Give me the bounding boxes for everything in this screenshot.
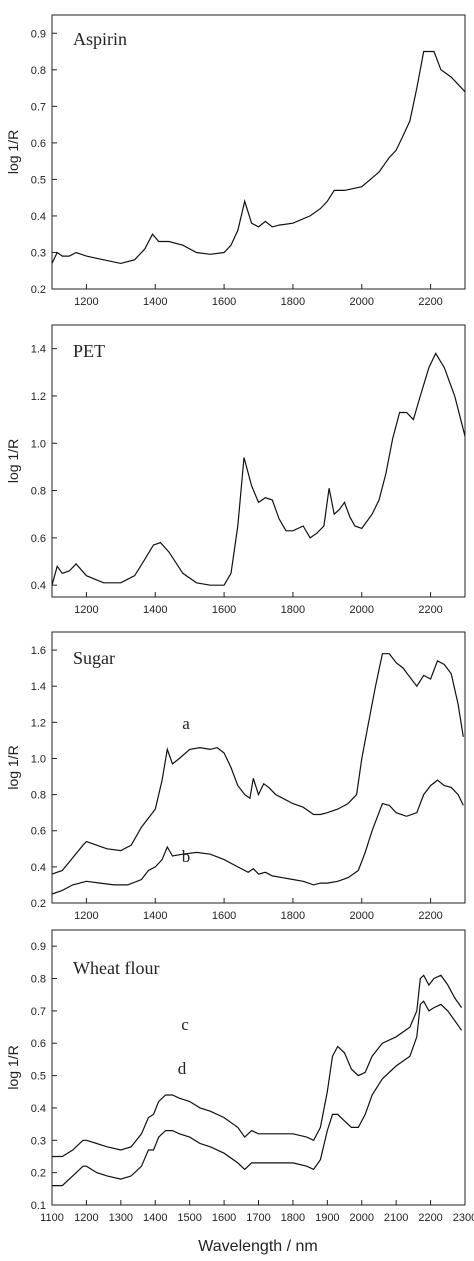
plot-frame: [51, 631, 466, 904]
y-tick-label: 0.6: [31, 533, 46, 545]
chart-panel-2: 0.4 0.6 0.8 1.0 1.2 1.4 1200 1400 1600 1800 2000 22…: [5, 324, 466, 616]
x-tick-label: 1600: [212, 1212, 236, 1224]
y-tick-label: 0.5: [31, 1071, 46, 1083]
series-line-d: [52, 1000, 463, 1187]
x-tick-label: 1400: [143, 296, 167, 308]
x-tick-label: 2000: [350, 910, 374, 922]
series-line-p2: [51, 352, 466, 586]
panel-title: Aspirin: [73, 29, 127, 49]
x-tick-label: 2200: [418, 1212, 442, 1224]
y-tick-label: 0.4: [31, 1103, 46, 1115]
y-tick-label: 0.3: [31, 247, 46, 259]
y-tick-label: 0.1: [31, 1200, 46, 1212]
x-tick-label: 1300: [109, 1212, 133, 1224]
y-tick-label: 0.4: [31, 211, 46, 223]
y-tick-label: 0.2: [31, 284, 46, 296]
x-tick-label: 1600: [212, 910, 236, 922]
y-axis-label: log 1/R: [5, 130, 21, 174]
curve-label-b: b: [182, 847, 191, 866]
y-tick-label: 0.4: [31, 580, 46, 592]
y-tick-label: 1.0: [31, 438, 46, 450]
y-axis-label: log 1/R: [5, 745, 21, 789]
curve-label-d: d: [178, 1059, 187, 1078]
x-tick-label: 1800: [281, 604, 305, 616]
x-tick-label: 1500: [177, 1212, 201, 1224]
y-tick-label: 0.9: [31, 941, 46, 953]
curve-label-c: c: [181, 1015, 189, 1034]
x-tick-label: 1200: [74, 296, 98, 308]
x-tick-label: 2300: [453, 1212, 474, 1224]
y-tick-label: 1.6: [31, 645, 46, 657]
x-axis-label: Wavelength / nm: [198, 1238, 317, 1255]
series-line-a: [51, 653, 464, 875]
y-tick-label: 0.6: [31, 1038, 46, 1050]
y-axis-label: log 1/R: [5, 1045, 21, 1089]
y-tick-label: 1.0: [31, 753, 46, 765]
y-tick-label: 0.7: [31, 1006, 46, 1018]
y-tick-label: 0.2: [31, 1168, 46, 1180]
x-tick-label: 1200: [74, 1212, 98, 1224]
y-tick-label: 0.8: [31, 65, 46, 77]
x-tick-label: 2000: [350, 296, 374, 308]
x-tick-label: 2000: [350, 1212, 374, 1224]
series-line-b: [51, 779, 464, 895]
y-tick-label: 1.4: [31, 344, 46, 356]
chart-panel-1: 0.2 0.3 0.4 0.5 0.6 0.7 0.8 0.9 1200 1400 1600 1800…: [5, 14, 466, 308]
y-tick-label: 1.2: [31, 391, 46, 403]
x-tick-label: 1200: [74, 910, 98, 922]
y-tick-label: 0.4: [31, 862, 46, 874]
x-tick-label: 1900: [315, 1212, 339, 1224]
panel-title: PET: [73, 341, 105, 361]
y-tick-label: 0.5: [31, 174, 46, 186]
curve-label-a: a: [182, 714, 190, 733]
x-tick-label: 1800: [281, 296, 305, 308]
y-tick-label: 0.8: [31, 974, 46, 986]
y-tick-label: 0.8: [31, 790, 46, 802]
y-tick-label: 0.8: [31, 486, 46, 498]
x-tick-label: 1200: [74, 604, 98, 616]
x-tick-label: 2100: [384, 1212, 408, 1224]
plot-frame: [51, 14, 466, 290]
x-tick-label: 1400: [143, 604, 167, 616]
y-tick-label: 0.9: [31, 28, 46, 40]
x-tick-label: 1800: [281, 910, 305, 922]
y-tick-label: 0.2: [31, 898, 46, 910]
y-tick-label: 1.4: [31, 681, 46, 693]
x-tick-label: 2000: [350, 604, 374, 616]
panel-title: Sugar: [73, 648, 115, 668]
x-tick-label: 1400: [143, 910, 167, 922]
x-tick-label: 1800: [281, 1212, 305, 1224]
chart-panel-3: 0.2 0.4 0.6 0.8 1.0 1.2 1.4 1.6 1200 1400 1600 1800…: [5, 631, 466, 922]
series-line-c: [52, 974, 463, 1158]
x-tick-label: 2200: [418, 910, 442, 922]
chart-panel-4: 0.1 0.2 0.3 0.4 0.5 0.6 0.7 0.8 0.9 1100 1200 1300 1…: [5, 929, 474, 1224]
x-tick-label: 1100: [40, 1212, 64, 1224]
y-tick-label: 0.6: [31, 826, 46, 838]
x-tick-label: 2200: [418, 296, 442, 308]
x-tick-label: 1400: [143, 1212, 167, 1224]
y-tick-label: 0.7: [31, 101, 46, 113]
x-tick-label: 1600: [212, 296, 236, 308]
series-line-p1: [51, 50, 466, 265]
x-tick-label: 1600: [212, 604, 236, 616]
x-tick-label: 1700: [246, 1212, 270, 1224]
y-tick-label: 0.3: [31, 1135, 46, 1147]
y-tick-label: 0.6: [31, 138, 46, 150]
y-axis-label: log 1/R: [5, 439, 21, 483]
panel-title: Wheat flour: [73, 958, 159, 978]
y-tick-label: 1.2: [31, 717, 46, 729]
x-tick-label: 2200: [418, 604, 442, 616]
plot-frame: [51, 324, 466, 598]
